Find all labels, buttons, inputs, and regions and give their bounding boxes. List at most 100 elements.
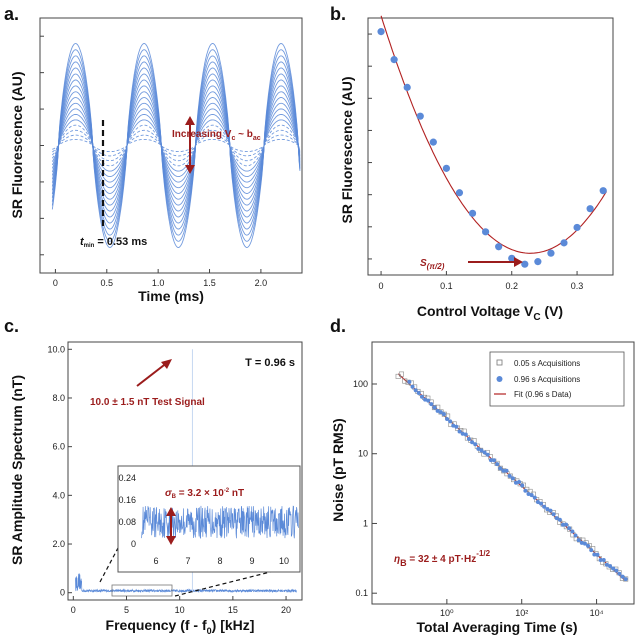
panel-d-y-label: Noise (pT RMS) — [330, 418, 346, 521]
tmin-label: tmin = 0.53 ms — [80, 236, 147, 249]
panel-c-inset: 6 7 8 9 10 0 0.08 0.16 0.24 σB = 3.2 × 10-2 nT — [117, 465, 301, 573]
panel-d-point-096-68 — [620, 574, 625, 579]
panel-d-points-group — [395, 371, 629, 582]
panel-b-xtick-label-1: 0.1 — [440, 281, 453, 291]
inset-xtick-label-2: 8 — [217, 556, 222, 566]
panel-d-point-096-44 — [545, 507, 550, 512]
panel-d: d. 0.05 s Acquisitions 0.96 s Acquisitio… — [330, 316, 635, 635]
panel-d-point-096-26 — [488, 458, 493, 463]
panel-c-frame — [67, 341, 303, 601]
panel-d-point-096-21 — [473, 442, 478, 447]
panel-d-point-096-61 — [598, 558, 603, 563]
panel-b-point-4 — [429, 138, 437, 146]
panel-d-ytick-label-3: 0.1 — [355, 588, 368, 598]
panel-d-point-096-2 — [413, 388, 418, 393]
panel-b-point-3 — [416, 112, 424, 120]
panel-d-ytick-label-1: 10 — [358, 449, 368, 459]
increasing-vc-label: Increasing Vc ~ bac — [172, 129, 261, 142]
panel-d-point-096-36 — [520, 483, 525, 488]
panel-b-point-6 — [455, 189, 464, 197]
test-signal-arrow — [136, 361, 169, 387]
panel-d-point-096-47 — [554, 516, 559, 521]
panel-d-point-096-11 — [441, 412, 446, 417]
panel-d-point-096-62 — [601, 558, 606, 563]
panel-d-label: d. — [330, 316, 346, 336]
panel-d-point-096-60 — [595, 552, 600, 557]
panel-d-point-096-65 — [611, 566, 616, 571]
panel-d-point-005-1 — [398, 371, 404, 377]
panel-c-xtick-label-4: 20 — [281, 605, 291, 615]
panel-b-point-14 — [560, 239, 568, 247]
panel-d-point-096-54 — [576, 538, 581, 543]
panel-d-point-096-56 — [582, 541, 587, 546]
panel-d-point-005-2 — [402, 378, 408, 384]
panel-c-xtick-label-0: 0 — [71, 605, 76, 615]
panel-d-point-096-59 — [592, 552, 597, 557]
panel-b-point-10 — [508, 254, 516, 262]
panel-c-ytick-label-3: 6.0 — [52, 442, 65, 452]
inset-ytick-label-2: 0.16 — [118, 495, 136, 505]
panel-a-series-group — [51, 43, 301, 248]
legend-marker-096 — [496, 376, 503, 382]
panel-d-point-096-43 — [542, 504, 547, 509]
panel-b-label: b. — [330, 4, 346, 24]
panel-a-xtick-label-2: 1.0 — [152, 278, 165, 288]
panel-b: b. S(π/2) 0 0.1 0.2 0.3 Control Voltage VC … — [330, 4, 614, 323]
panel-d-point-096-57 — [586, 543, 591, 548]
panel-a-y-ticks — [40, 35, 44, 256]
panel-d-point-096-23 — [479, 448, 484, 453]
panel-d-point-005-11 — [431, 405, 437, 411]
panel-d-point-096-69 — [623, 577, 628, 582]
panel-a-x-label: Time (ms) — [138, 288, 204, 304]
panel-d-point-096-10 — [438, 410, 443, 415]
panel-a-frame — [39, 17, 303, 274]
panel-d-point-096-32 — [507, 473, 512, 478]
panel-c-x-ticks: 0 5 10 15 20 — [71, 596, 291, 615]
inset-ytick-label-3: 0.24 — [118, 473, 136, 483]
panel-d-point-096-24 — [482, 450, 487, 455]
panel-c-xtick-label-1: 5 — [124, 605, 129, 615]
inset-ytick-label-0: 0 — [131, 539, 136, 549]
panel-c: c. T = 0.96 s 10.0 ± 1.5 nT Test Signal … — [4, 316, 303, 636]
panel-a-xtick-label-3: 1.5 — [203, 278, 216, 288]
sigma-label: σB = 3.2 × 10-2 nT — [165, 488, 244, 500]
panel-d-point-096-67 — [617, 571, 622, 576]
sigma-arrow-up-head — [166, 507, 176, 516]
s-pi2-label: S(π/2) — [420, 258, 445, 271]
legend-entry-096: 0.96 s Acquisitions — [514, 375, 580, 384]
panel-d-point-096-7 — [429, 402, 434, 407]
panel-a-series-12 — [51, 73, 301, 218]
panel-d-point-096-37 — [523, 488, 528, 493]
panel-c-label: c. — [4, 316, 19, 336]
panel-c-x-label: Frequency (f - f0) [kHz] — [106, 617, 255, 636]
panel-a-xtick-label-0: 0 — [53, 278, 58, 288]
panel-b-x-ticks: 0 0.1 0.2 0.3 — [379, 271, 583, 291]
increasing-arrow-down-head — [185, 165, 195, 174]
panel-b-point-8 — [482, 228, 490, 236]
panel-d-legend: 0.05 s Acquisitions 0.96 s Acquisitions … — [489, 351, 625, 407]
panel-b-fit-curve — [380, 15, 607, 254]
panel-c-xtick-label-3: 15 — [228, 605, 238, 615]
panel-d-xtick-label-2: 10⁴ — [590, 608, 604, 618]
panel-d-point-096-48 — [557, 517, 562, 522]
panel-c-ytick-label-5: 10.0 — [47, 344, 65, 354]
panel-c-y-ticks: 0 2.0 4.0 6.0 8.0 10.0 — [47, 344, 72, 598]
panel-d-point-096-5 — [423, 397, 428, 402]
panel-c-ytick-label-0: 0 — [60, 588, 65, 598]
panel-d-point-096-18 — [463, 432, 468, 437]
zoom-region-box — [111, 584, 173, 597]
panel-d-point-096-1 — [410, 384, 415, 389]
panel-b-frame — [367, 17, 614, 276]
panel-a-label: a. — [4, 4, 19, 24]
panel-d-point-096-3 — [416, 390, 421, 395]
inset-ticks: 6 7 8 9 10 0 0.08 0.16 0.24 — [118, 473, 289, 566]
panel-b-point-16 — [586, 205, 594, 213]
panel-d-point-096-20 — [470, 440, 475, 445]
panel-d-ytick-label-2: 1 — [363, 518, 368, 528]
panel-d-point-096-8 — [432, 405, 437, 410]
panel-d-frame — [371, 341, 635, 605]
panel-b-point-9 — [495, 243, 503, 251]
panel-d-point-096-45 — [548, 508, 553, 513]
panel-b-point-15 — [573, 223, 581, 232]
